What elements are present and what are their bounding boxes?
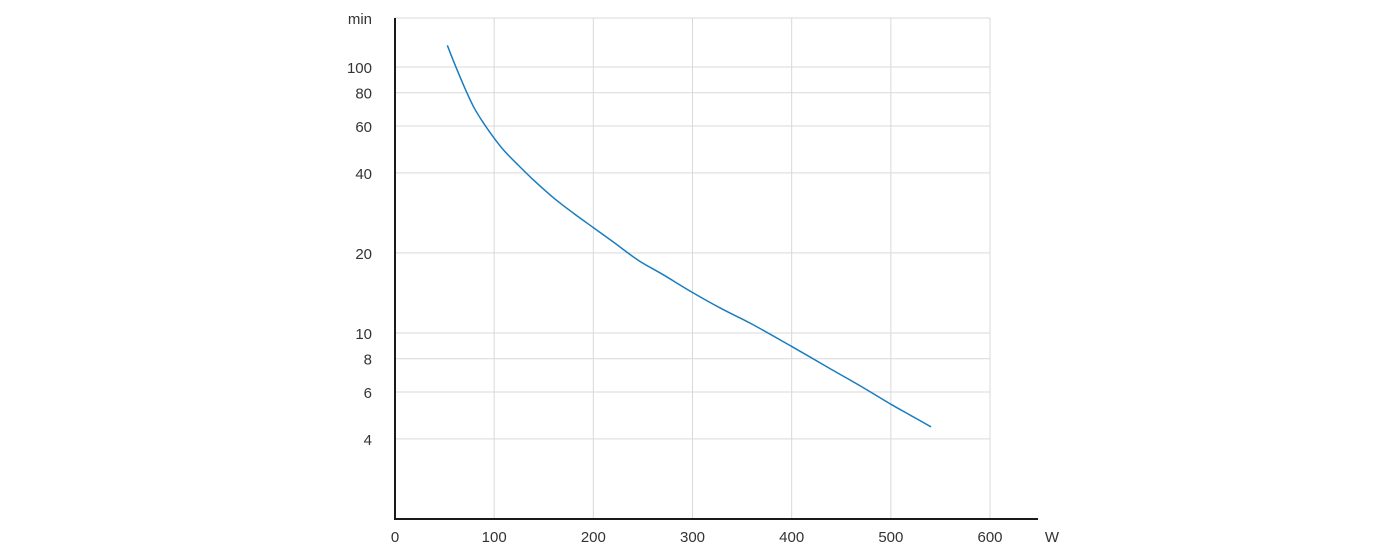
- x-tick-label: 400: [779, 529, 804, 546]
- x-tick-label: 200: [581, 529, 606, 546]
- x-tick-label: 0: [391, 529, 399, 546]
- y-axis-unit-label: min: [348, 11, 372, 28]
- y-tick-label: 80: [355, 86, 372, 103]
- y-tick-label: 20: [355, 246, 372, 263]
- x-grid-lines: [493, 18, 991, 519]
- series-layer: [446, 45, 932, 428]
- y-tick-label: 10: [355, 326, 372, 343]
- y-tick-label: 6: [364, 385, 372, 402]
- y-tick-label: 100: [347, 60, 372, 77]
- y-tick-label: 40: [355, 166, 372, 183]
- series-line-0: [446, 45, 932, 428]
- y-tick-labels: 4 6 8 10 20 40 60 80 100: [347, 60, 372, 449]
- x-tick-labels: 0 100 200 300 400 500 600: [391, 529, 1003, 546]
- y-tick-label: 8: [364, 352, 372, 369]
- x-tick-label: 300: [680, 529, 705, 546]
- x-tick-label: 100: [482, 529, 507, 546]
- y-grid-lines: [395, 17, 990, 440]
- y-tick-label: 60: [355, 119, 372, 136]
- x-tick-label: 600: [977, 529, 1002, 546]
- x-tick-label: 500: [878, 529, 903, 546]
- y-tick-label: 4: [364, 432, 372, 449]
- x-axis-unit-label: W: [1045, 529, 1060, 546]
